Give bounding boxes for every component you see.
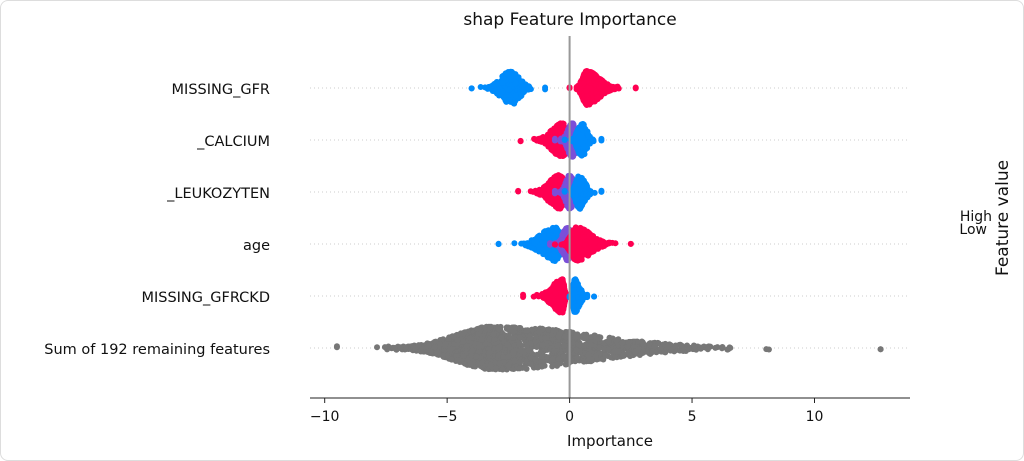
data-point (569, 251, 576, 258)
data-point (583, 87, 590, 94)
data-point (530, 293, 537, 300)
data-point (520, 291, 527, 298)
feature-label: MISSING_GFR (172, 82, 270, 98)
data-point (632, 84, 639, 91)
data-point (531, 240, 538, 247)
data-point (518, 92, 525, 99)
data-point (511, 240, 518, 247)
data-point (515, 74, 522, 81)
data-point (500, 75, 507, 82)
data-point (543, 191, 550, 198)
data-point (576, 187, 583, 194)
data-point (536, 246, 543, 253)
data-point (506, 86, 513, 93)
data-point (583, 246, 590, 253)
data-point (599, 91, 606, 98)
data-point (592, 239, 599, 246)
data-point (600, 240, 607, 247)
data-point (551, 297, 558, 304)
data-point (575, 255, 582, 262)
data-point (495, 240, 502, 247)
data-point (540, 233, 547, 240)
data-point (552, 290, 559, 297)
data-point (547, 198, 554, 205)
data-point (551, 241, 558, 248)
data-point (592, 72, 599, 79)
data-point (518, 78, 525, 85)
data-point (557, 176, 564, 183)
data-point (545, 298, 552, 305)
data-point (548, 177, 555, 184)
data-point (507, 73, 514, 80)
data-point (585, 131, 592, 138)
chart-title: shap Feature Importance (463, 10, 676, 30)
data-point (482, 84, 489, 91)
data-point (604, 86, 611, 93)
data-point (540, 134, 547, 141)
data-point (517, 138, 524, 145)
data-point (577, 285, 584, 292)
data-point (598, 135, 605, 142)
feature-label: age (243, 238, 270, 254)
data-point (627, 240, 634, 247)
feature-label: _LEUKOZYTEN (166, 186, 270, 202)
data-point (581, 233, 588, 240)
data-point (570, 281, 577, 288)
data-point (581, 143, 588, 150)
data-point (561, 188, 568, 195)
data-point (575, 82, 582, 89)
data-point (477, 83, 484, 90)
data-point (570, 227, 577, 234)
data-point (468, 85, 475, 92)
data-point (562, 196, 569, 203)
data-point (576, 133, 583, 140)
data-point (502, 97, 509, 104)
data-point (576, 239, 583, 246)
data-point (612, 240, 619, 247)
data-point (580, 76, 587, 83)
data-point (511, 100, 518, 107)
data-point (577, 138, 584, 145)
data-point (515, 188, 522, 195)
data-point (512, 92, 519, 99)
data-point (553, 280, 560, 287)
data-point (591, 293, 598, 300)
data-point (594, 94, 601, 101)
data-point (579, 294, 586, 301)
data-point (540, 184, 547, 191)
data-point (542, 86, 549, 93)
data-point (561, 137, 568, 144)
data-point (548, 143, 555, 150)
data-point (586, 191, 593, 198)
data-point (554, 255, 561, 262)
data-point (498, 90, 505, 97)
data-point (491, 81, 498, 88)
feature-label: _CALCIUM (196, 134, 270, 150)
feature-label: MISSING_GFRCKD (141, 290, 270, 306)
data-point (535, 135, 542, 142)
feature-label: Sum of 192 remaining features (44, 342, 270, 358)
data-point (551, 137, 558, 144)
data-point (521, 87, 528, 94)
data-point (575, 181, 582, 188)
data-point (576, 205, 583, 212)
data-point (333, 344, 340, 351)
data-point (584, 97, 591, 104)
data-point (552, 128, 559, 135)
data-point (503, 70, 510, 77)
data-point (877, 346, 884, 353)
data-point (559, 145, 566, 152)
data-point (512, 80, 519, 87)
data-point (546, 230, 553, 237)
data-point (598, 187, 605, 194)
